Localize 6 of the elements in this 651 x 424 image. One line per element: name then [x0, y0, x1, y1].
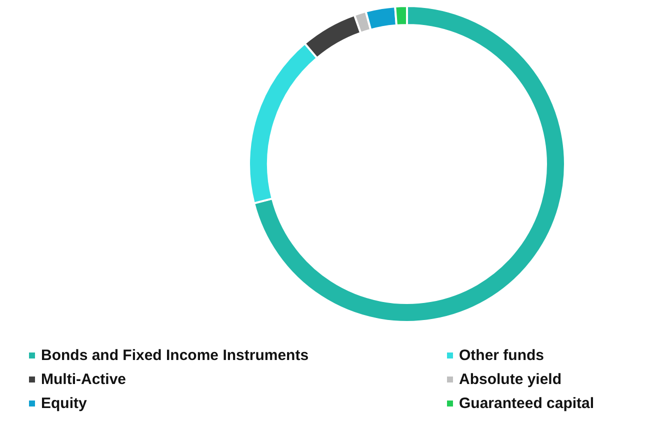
legend-label: Guaranteed capital — [459, 395, 594, 412]
legend-label: Absolute yield — [459, 371, 562, 388]
legend-label: Bonds and Fixed Income Instruments — [41, 347, 309, 364]
legend-label: Other funds — [459, 347, 544, 364]
legend-label: Equity — [41, 395, 88, 412]
legend-label: Multi-Active — [41, 371, 126, 388]
